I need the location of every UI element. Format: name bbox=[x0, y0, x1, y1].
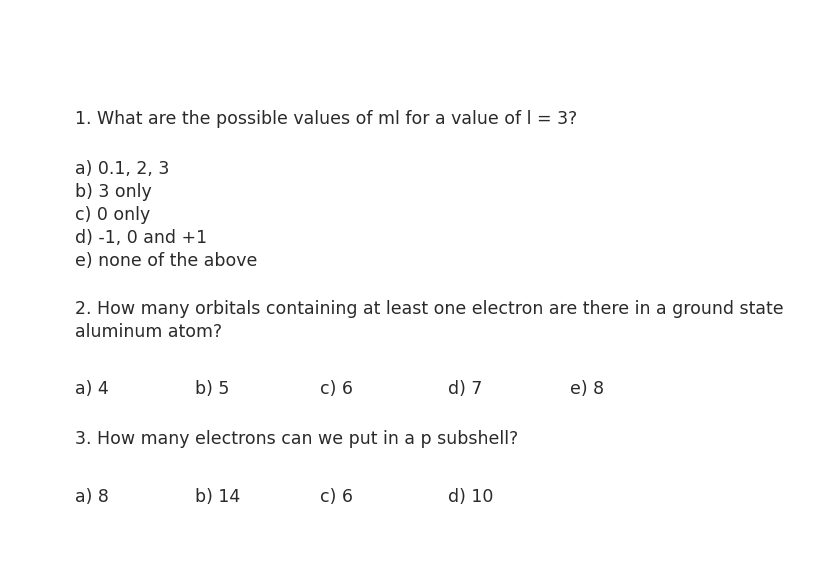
Text: aluminum atom?: aluminum atom? bbox=[75, 323, 222, 341]
Text: d) 10: d) 10 bbox=[447, 488, 493, 506]
Text: d) -1, 0 and +1: d) -1, 0 and +1 bbox=[75, 229, 207, 247]
Text: 3. How many electrons can we put in a p subshell?: 3. How many electrons can we put in a p … bbox=[75, 430, 518, 448]
Text: a) 4: a) 4 bbox=[75, 380, 108, 398]
Text: c) 6: c) 6 bbox=[319, 380, 352, 398]
Text: e) none of the above: e) none of the above bbox=[75, 252, 257, 270]
Text: b) 14: b) 14 bbox=[195, 488, 240, 506]
Text: d) 7: d) 7 bbox=[447, 380, 482, 398]
Text: b) 3 only: b) 3 only bbox=[75, 183, 151, 201]
Text: 2. How many orbitals containing at least one electron are there in a ground stat: 2. How many orbitals containing at least… bbox=[75, 300, 782, 318]
Text: c) 0 only: c) 0 only bbox=[75, 206, 150, 224]
Text: b) 5: b) 5 bbox=[195, 380, 229, 398]
Text: 1. What are the possible values of ml for a value of l = 3?: 1. What are the possible values of ml fo… bbox=[75, 110, 576, 128]
Text: a) 0.1, 2, 3: a) 0.1, 2, 3 bbox=[75, 160, 170, 178]
Text: c) 6: c) 6 bbox=[319, 488, 352, 506]
Text: a) 8: a) 8 bbox=[75, 488, 108, 506]
Text: e) 8: e) 8 bbox=[569, 380, 604, 398]
